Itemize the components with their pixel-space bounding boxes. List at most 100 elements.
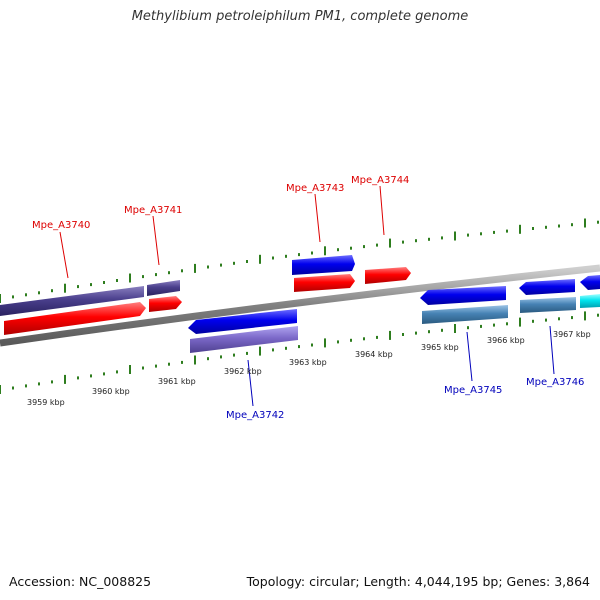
tick-mark-top: [454, 231, 456, 241]
tick-mark-top: [77, 285, 79, 289]
tick-mark-top: [207, 265, 209, 269]
tick-mark-bottom: [519, 317, 521, 327]
tick-mark-top: [129, 273, 131, 283]
tick-mark-bottom: [402, 333, 404, 336]
tick-mark-top: [181, 269, 183, 273]
tick-mark-bottom: [506, 322, 508, 326]
tick-mark-bottom: [480, 324, 482, 328]
gene-mpe-a3742-bar[interactable]: [190, 326, 298, 353]
tick-mark-bottom: [428, 330, 430, 334]
tick-mark-bottom: [194, 355, 196, 365]
gene-mpe-a3741-bar[interactable]: [147, 280, 180, 296]
tick-mark-top: [311, 251, 313, 255]
gene-mpe-a3743-arrow-top[interactable]: [292, 255, 355, 275]
gene-mpe-a3742-arrow[interactable]: [188, 309, 297, 334]
gene-label-mpe-a3744: Mpe_A3744: [351, 175, 409, 186]
gene-next-arrow[interactable]: [580, 275, 600, 290]
tick-mark-bottom: [389, 330, 391, 340]
map-title: Methylibium petroleiphilum PM1, complete…: [131, 9, 469, 24]
tick-mark-top: [168, 271, 170, 275]
tick-mark-bottom: [493, 323, 495, 327]
tick-mark-bottom: [233, 353, 235, 357]
gene-mpe-a3744-arrow[interactable]: [365, 267, 411, 284]
tick-mark-bottom: [311, 343, 313, 347]
tick-mark-bottom: [545, 318, 547, 322]
tick-mark-top: [532, 227, 534, 230]
tick-mark-bottom: [90, 374, 92, 378]
tick-mark-bottom: [584, 311, 586, 321]
tick-mark-top: [493, 230, 495, 234]
tick-mark-bottom: [220, 355, 222, 359]
tick-mark-top: [220, 263, 222, 267]
tick-mark-top: [519, 224, 521, 234]
tick-mark-top: [389, 238, 391, 248]
tick-mark-bottom: [558, 317, 560, 321]
gene-label-mpe-a3743: Mpe_A3743: [286, 183, 344, 194]
tick-mark-bottom: [350, 338, 352, 342]
tick-mark-top: [142, 275, 144, 279]
tick-mark-top: [597, 220, 599, 224]
gene-features: [0, 255, 600, 353]
tick-mark-top: [363, 245, 365, 249]
tick-mark-top: [506, 229, 508, 233]
tick-mark-top: [233, 261, 235, 265]
leader-mpe-a3746: [549, 325, 555, 375]
tick-mark-top: [298, 253, 300, 257]
tick-mark-bottom: [415, 331, 417, 335]
tick-label-3967: 3967 kbp: [553, 330, 591, 339]
tick-mark-bottom: [12, 386, 14, 390]
gene-mpe-a3740-arrow[interactable]: [4, 302, 146, 335]
gene-mpe-a3746-arrow[interactable]: [519, 279, 575, 295]
tick-mark-top: [337, 248, 339, 252]
tick-mark-bottom: [259, 346, 261, 356]
tick-mark-top: [90, 283, 92, 287]
leader-mpe-a3743: [314, 193, 321, 243]
tick-mark-bottom: [129, 365, 131, 374]
tick-mark-bottom: [272, 348, 274, 352]
tick-mark-top: [415, 239, 417, 243]
tick-mark-top: [51, 289, 53, 293]
tick-mark-bottom: [207, 357, 209, 361]
tick-mark-top: [272, 256, 274, 260]
tick-mark-top: [246, 260, 248, 263]
tick-mark-top: [402, 240, 404, 244]
tick-mark-top: [584, 218, 586, 228]
tick-mark-bottom: [571, 316, 573, 320]
tick-mark-bottom: [467, 326, 469, 330]
gene-mpe-a3741-arrow[interactable]: [149, 296, 182, 312]
gene-mpe-a3745-arrow[interactable]: [420, 286, 506, 305]
tick-mark-top: [441, 236, 443, 240]
tick-mark-top: [12, 295, 14, 299]
tick-label-3962: 3962 kbp: [224, 367, 262, 376]
tick-label-3960: 3960 kbp: [92, 387, 130, 396]
gene-label-mpe-a3742: Mpe_A3742: [226, 410, 284, 421]
tick-row-bottom: [0, 311, 599, 394]
tick-mark-top: [25, 293, 27, 297]
tick-label-3964: 3964 kbp: [355, 350, 393, 359]
gene-mpe-a3745-bar[interactable]: [422, 305, 508, 324]
tick-mark-bottom: [0, 385, 1, 394]
leader-mpe-a3740: [59, 231, 69, 279]
tick-mark-top: [350, 246, 352, 250]
tick-mark-top: [480, 232, 482, 236]
tick-mark-top: [428, 237, 430, 241]
tick-mark-bottom: [246, 351, 248, 355]
tick-mark-bottom: [441, 328, 443, 332]
tick-mark-bottom: [376, 335, 378, 339]
tick-mark-bottom: [155, 364, 157, 368]
accession-text: Accession: NC_008825: [9, 574, 152, 589]
gene-mpe-a3743-arrow[interactable]: [294, 274, 355, 292]
gene-next-bar[interactable]: [580, 294, 600, 308]
tick-label-3966: 3966 kbp: [487, 336, 525, 345]
gene-mpe-a3740-bar[interactable]: [0, 286, 144, 316]
tick-mark-top: [64, 283, 66, 293]
tick-label-3965: 3965 kbp: [421, 343, 459, 352]
tick-label-3963: 3963 kbp: [289, 358, 327, 367]
gene-mpe-a3746-bar[interactable]: [520, 297, 576, 313]
tick-mark-top: [558, 224, 560, 228]
tick-mark-bottom: [103, 372, 105, 376]
genome-summary-text: Topology: circular; Length: 4,044,195 bp…: [246, 574, 590, 589]
tick-label-3961: 3961 kbp: [158, 377, 196, 386]
gene-label-mpe-a3741: Mpe_A3741: [124, 205, 182, 216]
